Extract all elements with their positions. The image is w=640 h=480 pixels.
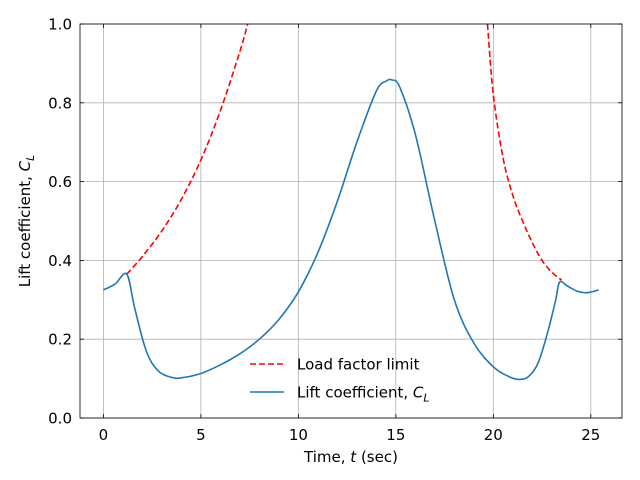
legend: Load factor limit Lift coefficient, CL: [250, 356, 430, 405]
load-factor-limit-line: [486, 24, 563, 281]
y-tick-label: 0.0: [48, 410, 72, 428]
x-tick-label: 25: [581, 426, 600, 444]
lift-coefficient-line: [103, 78, 599, 381]
legend-label: Load factor limit: [297, 356, 420, 374]
y-tick-label: 0.6: [48, 173, 72, 191]
ticks: 0 5 10 15 20 25 0.0 0.2 0.4 0.6 0.8 1.0: [48, 16, 622, 444]
series-layer: [103, 24, 599, 381]
legend-label: Lift coefficient, CL: [297, 384, 430, 405]
y-tick-label: 0.2: [48, 331, 72, 349]
plot-frame: [79, 23, 623, 419]
x-tick-label: 0: [99, 426, 109, 444]
x-tick-label: 20: [484, 426, 503, 444]
y-axis-label: Lift coefficient, CL: [16, 155, 37, 288]
y-tick-label: 0.8: [48, 94, 72, 112]
y-tick-label: 0.4: [48, 252, 72, 270]
x-axis-label: Time, t (sec): [303, 448, 398, 466]
x-tick-label: 10: [289, 426, 308, 444]
load-factor-limit-line: [126, 24, 249, 275]
y-tick-label: 1.0: [48, 16, 72, 34]
x-tick-label: 15: [386, 426, 405, 444]
x-tick-label: 5: [196, 426, 206, 444]
